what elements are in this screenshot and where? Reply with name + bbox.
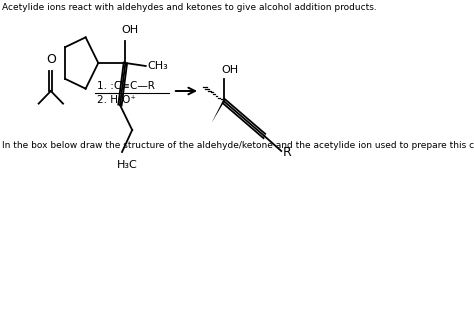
Text: 1. :C̅≡C—R: 1. :C̅≡C—R	[97, 81, 155, 91]
Text: Acetylide ions react with aldehydes and ketones to give alcohol addition product: Acetylide ions react with aldehydes and …	[2, 3, 377, 12]
Text: R: R	[283, 146, 292, 160]
Text: H₃C: H₃C	[117, 160, 137, 170]
Text: 2. H₃O⁺: 2. H₃O⁺	[97, 95, 136, 105]
Text: OH: OH	[222, 65, 239, 75]
Text: OH: OH	[121, 25, 138, 35]
Text: CH₃: CH₃	[147, 61, 168, 71]
Polygon shape	[211, 101, 225, 123]
Text: In the box below draw the structure of the aldehyde/ketone and the acetylide ion: In the box below draw the structure of t…	[2, 141, 474, 150]
Text: O: O	[46, 53, 56, 66]
